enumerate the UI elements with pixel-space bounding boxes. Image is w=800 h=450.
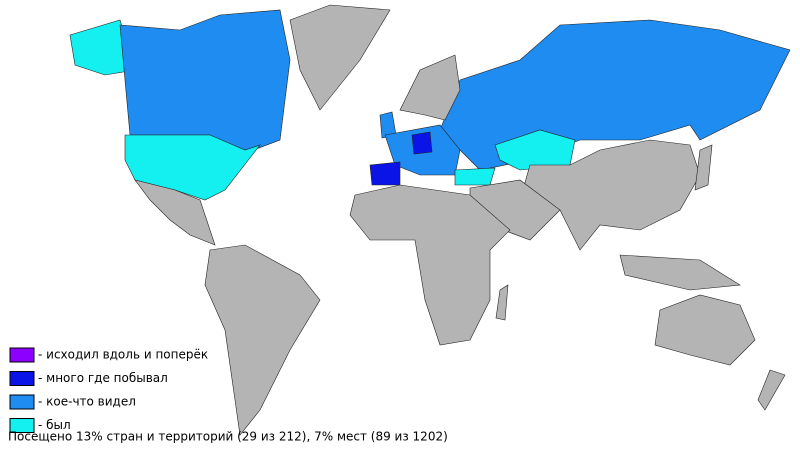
south-america xyxy=(204,244,321,436)
madagascar xyxy=(495,284,509,321)
greenland xyxy=(289,4,391,111)
legend-swatch xyxy=(9,347,35,363)
usa xyxy=(124,134,261,201)
indonesia xyxy=(619,254,741,291)
legend-label: - был xyxy=(38,418,71,432)
central-america xyxy=(134,179,216,246)
japan xyxy=(694,144,713,191)
legend-label: - исходил вдоль и поперёк xyxy=(38,348,208,362)
australia xyxy=(654,294,756,366)
alaska xyxy=(69,19,136,76)
legend-swatch xyxy=(9,371,35,386)
world-map xyxy=(69,4,791,436)
legend-swatch xyxy=(9,418,35,433)
africa xyxy=(349,184,511,346)
legend-swatch xyxy=(9,394,35,410)
footer-text: Посещено 13% стран и территорий (29 из 2… xyxy=(8,430,448,444)
germany xyxy=(411,131,433,155)
turkey xyxy=(454,167,496,186)
russia xyxy=(439,19,791,171)
legend-label: - кое-что видел xyxy=(38,395,136,409)
new-zealand xyxy=(757,369,786,411)
legend: - исходил вдоль и поперёк - много где поб… xyxy=(9,347,208,433)
canada xyxy=(119,9,291,156)
scandinavia xyxy=(399,54,461,121)
spain xyxy=(369,161,401,186)
legend-label: - много где побывал xyxy=(38,371,168,385)
